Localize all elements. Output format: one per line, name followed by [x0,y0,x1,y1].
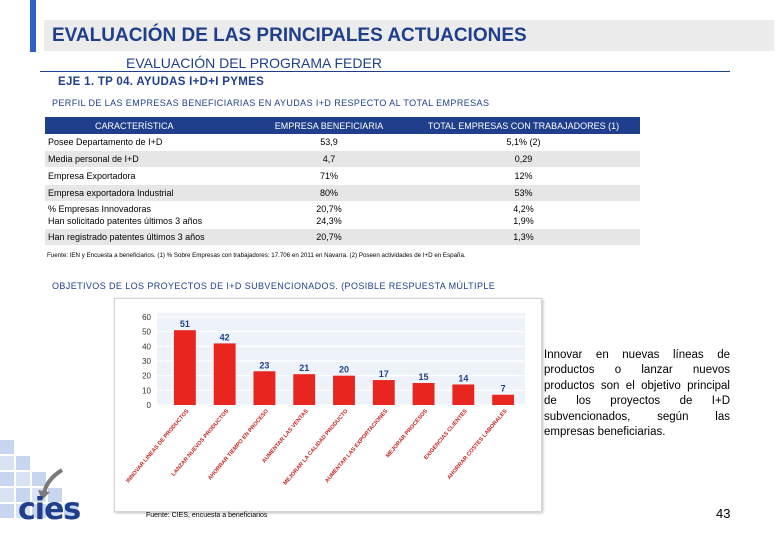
category-label: AUMENTAR LAS EXPORTACIONES [324,408,389,484]
bar-value-label: 20 [339,365,349,375]
objectives-chart: 0 10 20 30 40 50 60 51 INNOVAR LINEAS DE PRODUCT… [114,298,542,512]
row-beneficiary-value: 80% [251,184,407,202]
profile-table: CARACTERÍSTICA EMPRESA BENEFICIARIA TOTA… [45,117,640,246]
chart-bar [253,371,276,405]
table-header-row: CARACTERÍSTICA EMPRESA BENEFICIARIA TOTA… [45,117,640,134]
row-beneficiary-value: 4,7 [251,150,407,168]
y-tick-label: 20 [142,372,151,381]
page-number: 43 [716,506,731,521]
chart-bar [333,375,355,405]
page-title: EVALUACIÓN DE LAS PRINCIPALES ACTUACIONE… [52,25,527,46]
profile-table-title: PERFIL DE LAS EMPRESAS BENEFICIARIAS EN … [52,98,490,108]
logo-text: cies [18,492,81,527]
y-tick-label: 60 [142,313,151,322]
category-label: MEJORAR PROCESOS [385,408,429,459]
title-band [44,20,774,51]
y-tick-label: 30 [142,357,151,366]
chart-bar [173,330,196,405]
table-row: Han registrado patentes últimos 3 años 2… [45,228,640,246]
row-beneficiary-value: 24,3% [316,216,342,226]
table-row: Empresa Exportadora 71% 12% [45,167,640,185]
table-row: Media personal de I+D 4,7 0,29 [45,150,640,168]
column-header-characteristic: CARACTERÍSTICA [45,117,251,134]
bar-value-label: 51 [180,319,190,329]
row-total-value: 0,29 [407,150,640,168]
category-label: MEJORAR LA CALIDAD PRODUCTO [283,408,350,487]
table-row: Empresa exportadora Industrial 80% 53% [45,184,640,202]
row-total-value: 1,3% [407,228,640,246]
row-label: % Empresas Innovadoras [48,204,152,214]
chart-source-note: Fuente: CIES, encuesta a beneficiarios [146,512,268,519]
logo-graphic [0,440,78,518]
row-total-value: 12% [407,167,640,185]
chart-bar [412,383,435,405]
y-tick-label: 40 [142,342,151,351]
row-total-value: 53% [407,184,640,202]
cies-logo: cies [0,440,130,540]
row-beneficiary-value: 20,7% [251,228,407,246]
row-label: Han registrado patentes últimos 3 años [45,228,251,246]
row-total-value: 5,1% (2) [407,134,640,151]
category-label: EXIGENCIAS CLIENTES [423,408,469,461]
bar-value-label: 21 [299,363,309,373]
column-header-beneficiary: EMPRESA BENEFICIARIA [251,117,407,134]
bar-value-label: 14 [458,373,468,383]
chart-bar [293,374,316,405]
y-tick-label: 10 [142,386,151,395]
y-tick-label: 0 [147,401,152,410]
objectives-bar-chart: 0 10 20 30 40 50 60 51 INNOVAR LINEAS DE PRODUCT… [125,313,525,487]
section-heading: EJE 1. TP 04. AYUDAS I+D+I PYMES [58,76,265,88]
objectives-title: OBJETIVOS DE LOS PROYECTOS DE I+D SUBVEN… [52,281,496,291]
chart-bar [372,380,395,405]
row-label-stack: % Empresas Innovadoras Han solicitado pa… [45,201,251,229]
bar-value-label: 7 [501,384,506,394]
column-header-total: TOTAL EMPRESAS CON TRABAJADORES (1) [407,117,640,134]
row-total-value: 4,2% [513,204,534,214]
row-beneficiary-stack: 20,7% 24,3% [251,201,407,229]
table-row: % Empresas Innovadoras Han solicitado pa… [45,201,640,229]
table-row: Posee Departamento de I+D 53,9 5,1% (2) [45,134,640,151]
bar-value-label: 15 [419,372,429,382]
row-beneficiary-value: 53,9 [251,134,407,151]
row-label: Posee Departamento de I+D [45,134,251,151]
chart-bar [213,343,236,405]
chart-bar [492,394,515,405]
row-beneficiary-value: 71% [251,167,407,185]
row-total-stack: 4,2% 1,9% [407,201,640,229]
bar-value-label: 17 [379,369,389,379]
category-label: AUMENTAR LAS VENTAS [261,408,310,464]
row-total-value: 1,9% [513,216,534,226]
chart-bar [452,384,475,405]
row-beneficiary-value: 20,7% [316,204,342,214]
header-accent-bar [30,0,36,52]
row-label: Han solicitado patentes últimos 3 años [48,216,203,226]
bar-value-label: 23 [259,360,269,370]
row-label: Media personal de I+D [45,150,251,168]
table-source-note: Fuente: IEN y Encuesta a beneficiarios. … [47,252,466,259]
category-label: INNOVAR LINEAS DE PRODUCTOS [125,408,190,484]
row-label: Empresa exportadora Industrial [45,184,251,202]
y-tick-label: 50 [142,328,151,337]
row-label: Empresa Exportadora [45,167,251,185]
bar-value-label: 42 [220,332,230,342]
page-subtitle: EVALUACIÓN DEL PROGRAMA FEDER [40,55,730,72]
chart-commentary: Innovar en nuevas líneas de productos o … [544,349,730,439]
